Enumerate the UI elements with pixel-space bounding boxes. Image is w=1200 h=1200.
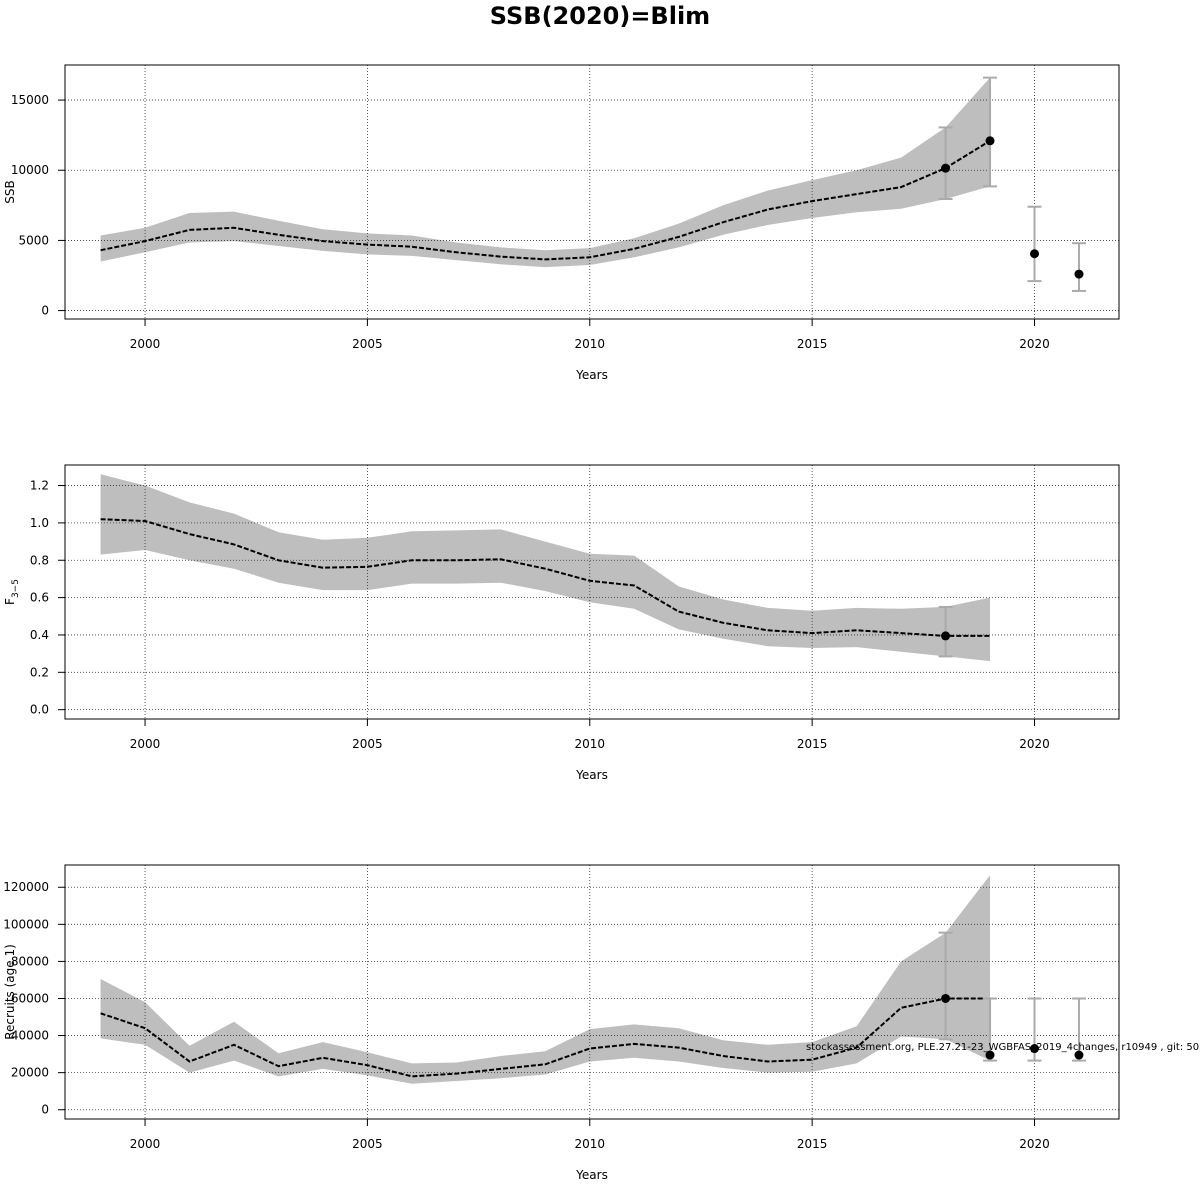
x-tick-label: 2005 xyxy=(352,337,383,351)
y-tick-label: 0.0 xyxy=(30,703,49,717)
x-tick-label: 2000 xyxy=(130,737,161,751)
x-tick-label: 2005 xyxy=(352,737,383,751)
confidence-band xyxy=(100,77,991,268)
y-tick-label: 10000 xyxy=(11,163,49,177)
data-point xyxy=(941,993,951,1003)
x-tick-label: 2010 xyxy=(575,1137,606,1151)
x-tick-label: 2015 xyxy=(797,337,828,351)
y-tick-label: 0 xyxy=(41,304,49,318)
y-axis-label-subscript: 3−5 xyxy=(11,579,21,598)
recruits-panel: 2000 2005 2010 2015 2020 0 20000 40000 60000 8000… xyxy=(3,864,1120,1182)
y-tick-label: 20000 xyxy=(11,1066,49,1080)
x-tick-label: 2020 xyxy=(1019,337,1050,351)
y-axis-label-main: F xyxy=(3,598,17,605)
estimate-line xyxy=(100,518,990,637)
x-tick-label: 2010 xyxy=(575,337,606,351)
y-tick-label: 5000 xyxy=(18,233,49,247)
y-tick-label: 0.8 xyxy=(30,553,49,567)
x-tick-label: 2010 xyxy=(575,737,606,751)
y-tick-label: 1.2 xyxy=(30,479,49,493)
plot-frame xyxy=(64,64,1120,320)
estimate-line xyxy=(100,139,991,261)
data-point xyxy=(1030,249,1040,259)
y-axis-label: F3−5 xyxy=(3,579,21,605)
x-tick-label: 2000 xyxy=(130,1137,161,1151)
x-tick-label: 2005 xyxy=(352,1137,383,1151)
y-tick-label: 120000 xyxy=(3,880,49,894)
estimate-line xyxy=(100,997,990,1078)
y-tick-label: 0.2 xyxy=(30,665,49,679)
y-tick-label: 1.0 xyxy=(30,516,49,530)
x-axis-label: Years xyxy=(575,768,608,782)
data-point xyxy=(1074,269,1084,279)
data-point xyxy=(1074,1050,1084,1060)
fbar-panel: 2000 2005 2010 2015 2020 0.0 0.2 0.4 0.6 0.8 1.0 1.… xyxy=(3,464,1120,782)
x-axis-label: Years xyxy=(575,1168,608,1182)
ssb-panel: 2000 2005 2010 2015 2020 0 5000 10000 15000 Years… xyxy=(3,64,1120,382)
chart-title: SSB(2020)=Blim xyxy=(490,2,710,30)
x-tick-label: 2015 xyxy=(797,1137,828,1151)
data-point xyxy=(985,1050,995,1060)
data-point xyxy=(985,136,995,146)
y-tick-label: 60000 xyxy=(11,991,49,1005)
y-tick-label: 0.4 xyxy=(30,628,49,642)
y-tick-label: 0.6 xyxy=(30,591,49,605)
confidence-band xyxy=(100,875,991,1084)
watermark: stockassessment.org, PLE.27.21-23_WGBFAS… xyxy=(806,1042,1200,1053)
x-tick-label: 2020 xyxy=(1019,737,1050,751)
y-tick-label: 40000 xyxy=(11,1029,49,1043)
x-tick-label: 2020 xyxy=(1019,1137,1050,1151)
y-axis-label: Recruits (age 1) xyxy=(3,944,17,1040)
x-tick-label: 2015 xyxy=(797,737,828,751)
plot-frame xyxy=(64,864,1120,1120)
x-tick-label: 2000 xyxy=(130,337,161,351)
y-axis-label: SSB xyxy=(3,180,17,203)
y-tick-label: 0 xyxy=(41,1103,49,1117)
data-point xyxy=(941,163,951,173)
y-tick-label: 80000 xyxy=(11,954,49,968)
data-point xyxy=(941,631,951,641)
y-tick-label: 15000 xyxy=(11,93,49,107)
data-point xyxy=(1030,1044,1040,1054)
y-tick-label: 100000 xyxy=(3,917,49,931)
x-axis-label: Years xyxy=(575,368,608,382)
plot-frame xyxy=(64,464,1120,720)
